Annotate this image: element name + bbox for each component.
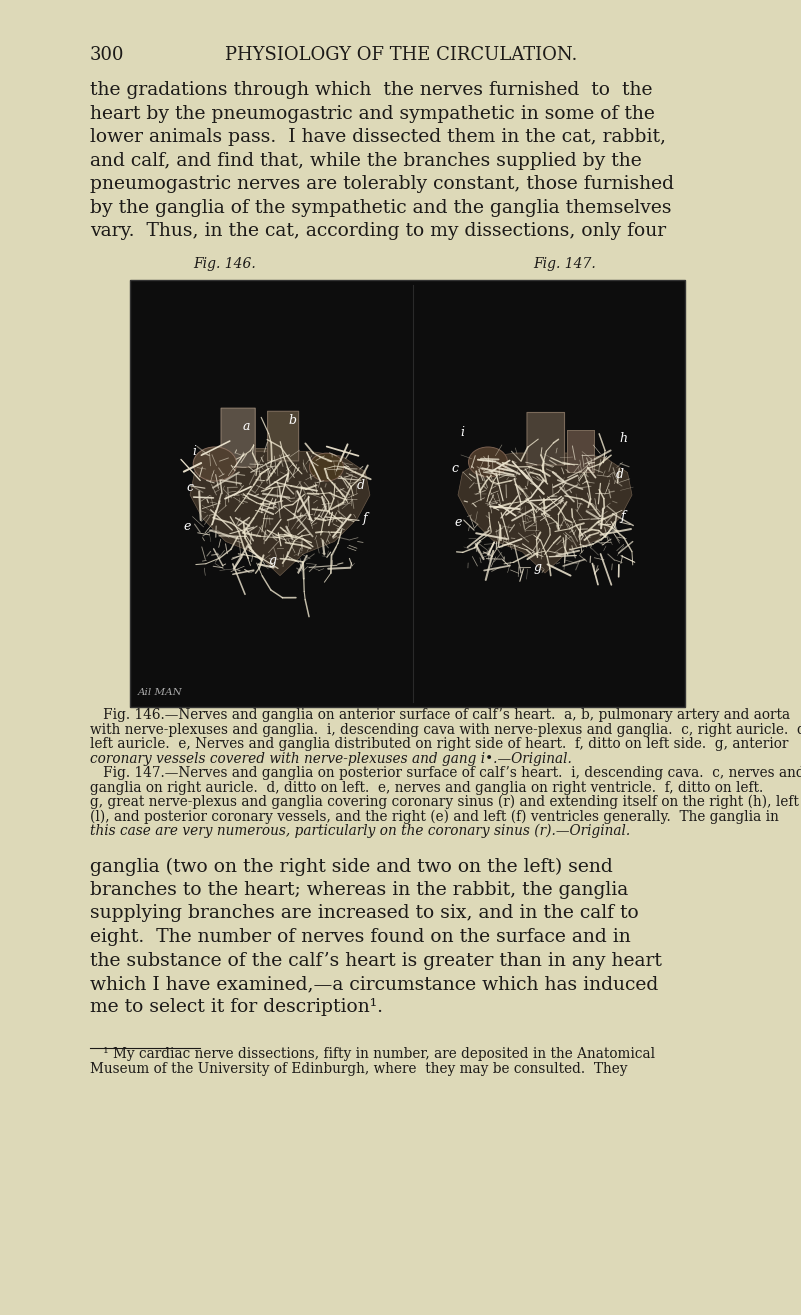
Text: e: e — [454, 515, 461, 529]
Text: i: i — [193, 444, 197, 458]
Text: ganglia (two on the right side and two on the left) send: ganglia (two on the right side and two o… — [90, 857, 613, 876]
Text: g: g — [533, 560, 541, 573]
Ellipse shape — [309, 454, 344, 481]
Text: ganglia on right auricle.  d, ditto on left.  e, nerves and ganglia on right ven: ganglia on right auricle. d, ditto on le… — [90, 781, 763, 794]
Text: c: c — [452, 462, 458, 475]
Text: (l), and posterior coronary vessels, and the right (e) and left (f) ventricles g: (l), and posterior coronary vessels, and… — [90, 809, 779, 823]
Text: e: e — [183, 519, 191, 533]
Text: heart by the pneumogastric and sympathetic in some of the: heart by the pneumogastric and sympathet… — [90, 104, 655, 122]
Text: by the ganglia of the sympathetic and the ganglia themselves: by the ganglia of the sympathetic and th… — [90, 199, 671, 217]
Text: branches to the heart; whereas in the rabbit, the ganglia: branches to the heart; whereas in the ra… — [90, 881, 628, 899]
Text: which I have examined,—a circumstance which has induced: which I have examined,—a circumstance wh… — [90, 974, 658, 993]
Text: me to select it for description¹.: me to select it for description¹. — [90, 998, 383, 1016]
Text: h: h — [619, 431, 627, 444]
Text: Fig. 146.: Fig. 146. — [194, 256, 256, 271]
Text: i: i — [461, 426, 465, 438]
Ellipse shape — [469, 447, 508, 477]
FancyBboxPatch shape — [527, 413, 565, 466]
Bar — [130, 280, 685, 707]
Text: Fig. 147.: Fig. 147. — [533, 256, 597, 271]
Text: Ail MAN: Ail MAN — [138, 688, 183, 697]
Text: g: g — [268, 554, 276, 567]
Text: b: b — [288, 414, 296, 427]
Text: Fig. 146.—Nerves and ganglia on anterior surface of calf’s heart.  a, b, pulmona: Fig. 146.—Nerves and ganglia on anterior… — [90, 707, 790, 722]
Polygon shape — [190, 451, 370, 576]
Text: PHYSIOLOGY OF THE CIRCULATION.: PHYSIOLOGY OF THE CIRCULATION. — [225, 46, 578, 64]
Text: supplying branches are increased to six, and in the calf to: supplying branches are increased to six,… — [90, 905, 638, 923]
Text: the substance of the calf’s heart is greater than in any heart: the substance of the calf’s heart is gre… — [90, 952, 662, 969]
Text: c: c — [187, 481, 194, 493]
Text: with nerve-plexuses and ganglia.  i, descending cava with nerve-plexus and gangl: with nerve-plexuses and ganglia. i, desc… — [90, 722, 801, 736]
Text: this case are very numerous, particularly on the coronary sinus (r).—Original.: this case are very numerous, particularl… — [90, 823, 630, 838]
Text: 300: 300 — [90, 46, 124, 64]
Text: coronary vessels covered with nerve-plexuses and gang i•.—Original.: coronary vessels covered with nerve-plex… — [90, 751, 572, 765]
Text: d: d — [616, 468, 624, 480]
FancyBboxPatch shape — [567, 430, 594, 472]
Ellipse shape — [193, 447, 236, 481]
Text: g, great nerve-plexus and ganglia covering coronary sinus (r) and extending itse: g, great nerve-plexus and ganglia coveri… — [90, 794, 799, 809]
Text: ¹ My cardiac nerve dissections, fifty in number, are deposited in the Anatomical: ¹ My cardiac nerve dissections, fifty in… — [90, 1047, 655, 1061]
Text: pneumogastric nerves are tolerably constant, those furnished: pneumogastric nerves are tolerably const… — [90, 175, 674, 193]
Text: vary.  Thus, in the cat, according to my dissections, only four: vary. Thus, in the cat, according to my … — [90, 222, 666, 241]
FancyBboxPatch shape — [221, 408, 256, 467]
Text: Fig. 147.—Nerves and ganglia on posterior surface of calf’s heart.  i, descendin: Fig. 147.—Nerves and ganglia on posterio… — [90, 767, 801, 780]
Text: a: a — [242, 421, 250, 434]
Text: the gradations through which  the nerves furnished  to  the: the gradations through which the nerves … — [90, 82, 653, 99]
Text: lower animals pass.  I have dissected them in the cat, rabbit,: lower animals pass. I have dissected the… — [90, 128, 666, 146]
Text: f: f — [363, 512, 368, 525]
Polygon shape — [458, 452, 632, 573]
Text: eight.  The number of nerves found on the surface and in: eight. The number of nerves found on the… — [90, 928, 630, 945]
Text: Museum of the University of Edinburgh, where  they may be consulted.  They: Museum of the University of Edinburgh, w… — [90, 1061, 627, 1076]
Text: and calf, and find that, while the branches supplied by the: and calf, and find that, while the branc… — [90, 151, 642, 170]
Text: left auricle.  e, Nerves and ganglia distributed on right side of heart.  f, dit: left auricle. e, Nerves and ganglia dist… — [90, 736, 788, 751]
FancyBboxPatch shape — [268, 412, 299, 462]
Text: f: f — [621, 509, 626, 522]
FancyBboxPatch shape — [226, 448, 296, 480]
Text: d: d — [356, 479, 364, 492]
